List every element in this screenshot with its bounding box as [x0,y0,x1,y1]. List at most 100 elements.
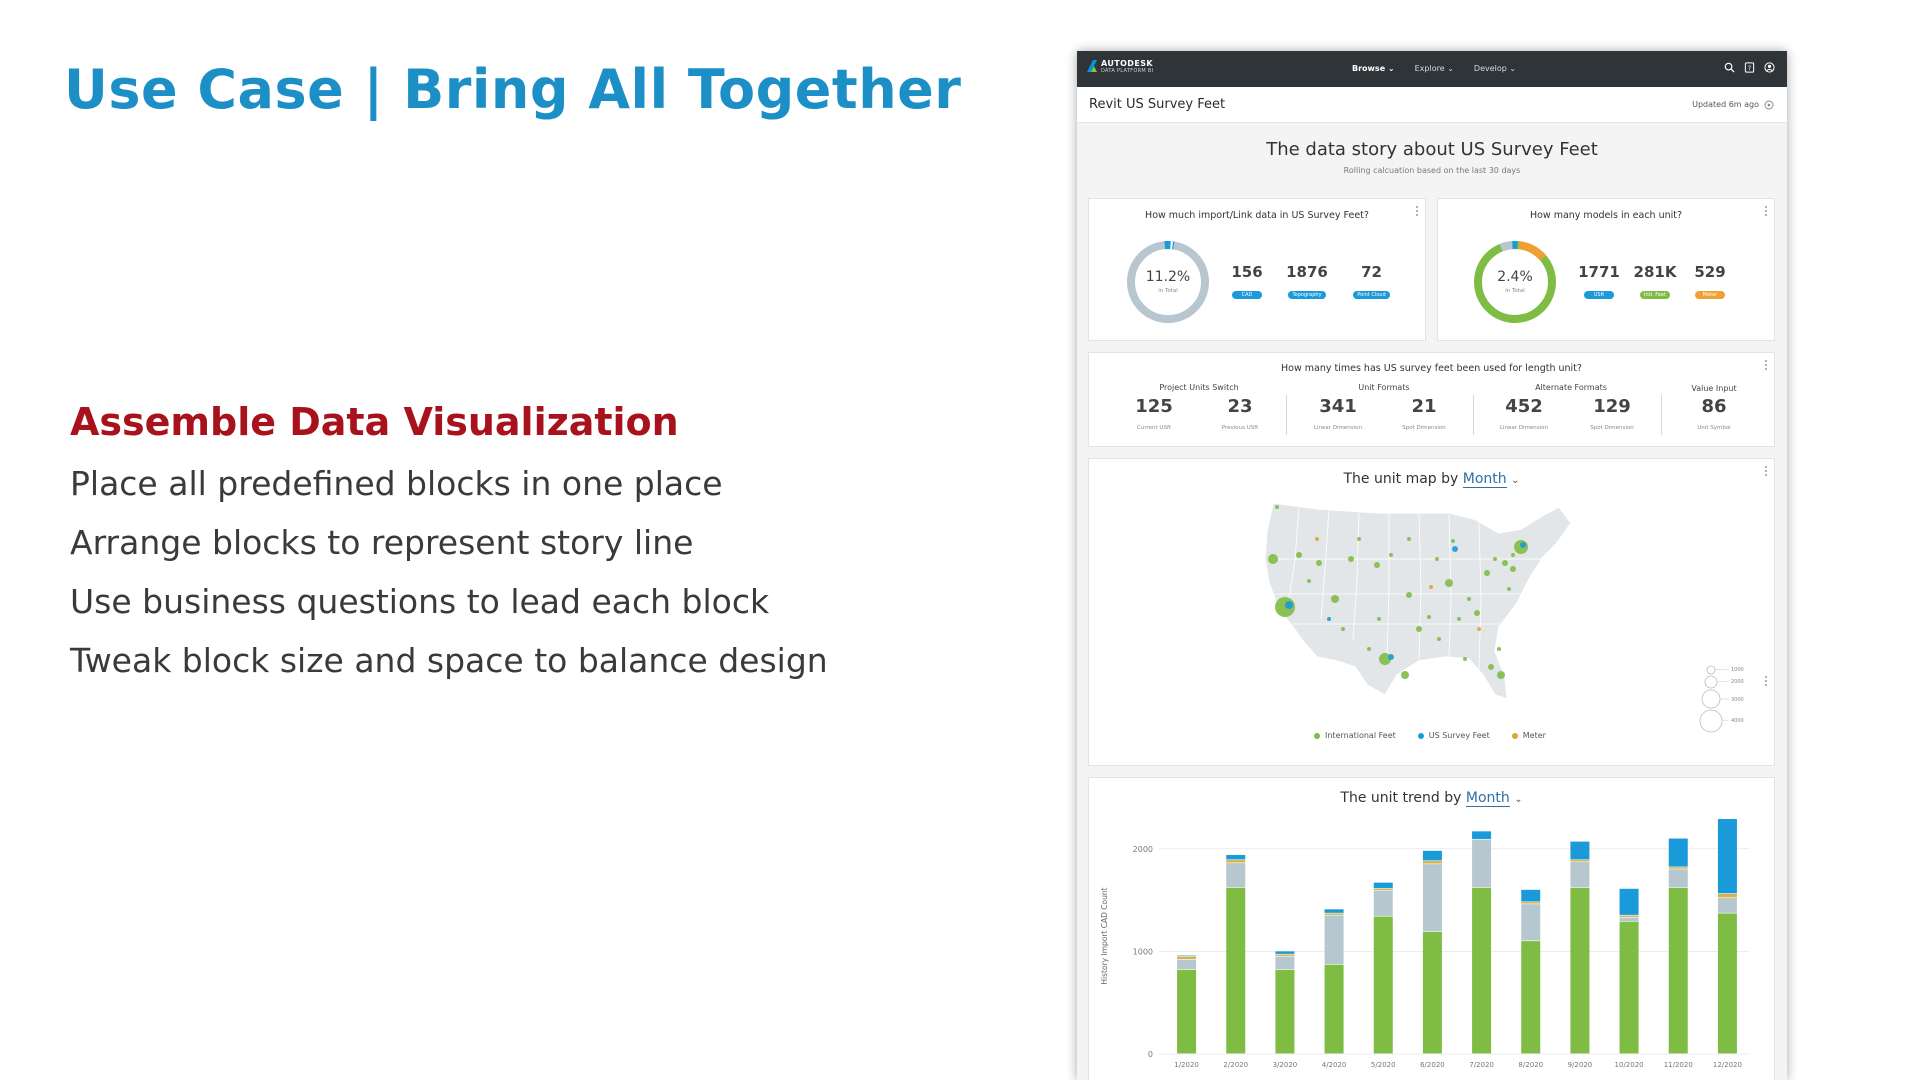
donut-chart [1127,241,1209,323]
more-vertical-icon[interactable] [1764,465,1768,477]
story-title: The data story about US Survey Feet [1266,139,1598,160]
bar-segment[interactable] [1717,898,1737,913]
bar-segment[interactable] [1324,909,1344,913]
brand-logo[interactable]: AUTODESK DATA PLATFORM BI [1087,60,1153,74]
more-vertical-icon[interactable] [1764,205,1768,217]
map-bubble [1429,585,1433,589]
bar-segment[interactable] [1177,969,1197,1054]
user-profile-icon[interactable] [1764,62,1775,73]
bubble-size-legend: 1000 2000 3000 4000 [1699,665,1744,733]
bar-segment[interactable] [1619,917,1639,922]
more-vertical-icon[interactable] [1764,675,1768,687]
help-book-icon[interactable]: ? [1744,62,1755,73]
bar-segment[interactable] [1373,916,1393,1054]
nav-develop[interactable]: Develop ⌄ [1473,64,1517,73]
bar-segment[interactable] [1472,831,1492,839]
donut-percent-label: in Total [1158,288,1178,294]
bar-segment[interactable] [1570,887,1590,1054]
bar-segment[interactable] [1521,904,1541,941]
map-bubble [1497,671,1505,679]
period-dropdown[interactable]: Month [1465,790,1510,807]
bar-segment[interactable] [1570,862,1590,888]
bar-segment[interactable] [1717,893,1737,898]
bar-segment[interactable] [1521,889,1541,902]
pill-usft: USft [1584,291,1614,299]
legend-item: Meter [1511,731,1546,740]
bar-segment[interactable] [1177,956,1197,959]
x-tick-label: 7/2020 [1469,1061,1494,1069]
info-icon[interactable] [1764,100,1774,110]
bar-segment[interactable] [1570,860,1590,862]
trend-bar-chart: 0 1000 2000 History Import CAD Count 1/2020 2… [1100,819,1749,1069]
y-tick-label: 2000 [1133,845,1153,854]
nav-explore[interactable]: Explore ⌄ [1414,64,1454,73]
bar-segment[interactable] [1275,956,1295,970]
more-vertical-icon[interactable] [1764,359,1768,371]
bar-segment[interactable] [1275,969,1295,1054]
bar-segment[interactable] [1373,890,1393,916]
bar-segment[interactable] [1422,850,1442,861]
bar-segment[interactable] [1668,887,1688,1054]
bar-segment[interactable] [1324,913,1344,915]
bar-segment[interactable] [1373,888,1393,891]
bar-segment[interactable] [1226,860,1246,863]
map-bubble [1416,626,1422,632]
bar-segment[interactable] [1717,819,1737,894]
bar-segment[interactable] [1668,838,1688,867]
map-bubble [1510,566,1516,572]
chevron-down-icon: ⌄ [1514,794,1523,805]
bar-segment[interactable] [1226,863,1246,888]
section-heading: Assemble Data Visualization [70,400,679,444]
bar-segment[interactable] [1472,887,1492,1054]
bar-segment[interactable] [1422,861,1442,864]
usage-value: 125 [1135,396,1173,417]
trend-title: The unit trend by Month ⌄ [1340,790,1523,807]
bar-segment[interactable] [1472,839,1492,888]
bar-segment[interactable] [1177,959,1197,970]
period-dropdown[interactable]: Month [1462,471,1507,488]
bar-segment[interactable] [1324,915,1344,965]
bar-segment[interactable] [1226,887,1246,1054]
search-icon[interactable] [1724,62,1735,73]
map-bubble [1407,537,1411,541]
bar-segment[interactable] [1619,888,1639,915]
bar-segment[interactable] [1324,964,1344,1054]
bar-segment[interactable] [1619,921,1639,1054]
map-bubble [1374,562,1380,568]
donut-percent-label: in Total [1505,288,1525,294]
x-tick-label: 1/2020 [1174,1061,1199,1069]
bar-segment[interactable] [1422,931,1442,1054]
bar-segment[interactable] [1275,951,1295,954]
map-bubble [1451,539,1455,543]
map-bubble [1511,553,1515,557]
bar-segment[interactable] [1373,882,1393,889]
x-tick-label: 9/2020 [1568,1061,1593,1069]
bar-segment[interactable] [1226,854,1246,860]
bar-segment[interactable] [1570,841,1590,860]
bar-segment[interactable] [1275,954,1295,956]
bar-segment[interactable] [1717,913,1737,1054]
map-bubble [1285,601,1293,609]
bar-segment[interactable] [1619,915,1639,917]
usage-value: 452 [1505,396,1543,417]
brand-sub: DATA PLATFORM BI [1101,68,1154,74]
bar-segment[interactable] [1521,902,1541,904]
bar-segment[interactable] [1521,941,1541,1054]
chevron-down-icon: ⌄ [1511,475,1520,486]
bar-segment[interactable] [1668,869,1688,888]
bar-segment[interactable] [1668,867,1688,869]
more-vertical-icon[interactable] [1415,205,1419,217]
pill-topography: Topography [1288,291,1326,299]
usage-label: Previous USft [1221,425,1259,431]
chevron-down-icon: ⌄ [1509,64,1517,73]
map-bubble [1307,579,1311,583]
bar-segment[interactable] [1422,864,1442,932]
group-label: Unit Formats [1358,383,1410,392]
usage-value: 129 [1593,396,1631,417]
chevron-down-icon: ⌄ [1447,64,1454,73]
map-bubble [1379,653,1391,665]
map-bubble [1474,610,1480,616]
page-header: Revit US Survey Feet Updated 6m ago [1077,87,1787,123]
map-bubble [1437,637,1441,641]
nav-browse[interactable]: Browse ⌄ [1352,64,1395,73]
